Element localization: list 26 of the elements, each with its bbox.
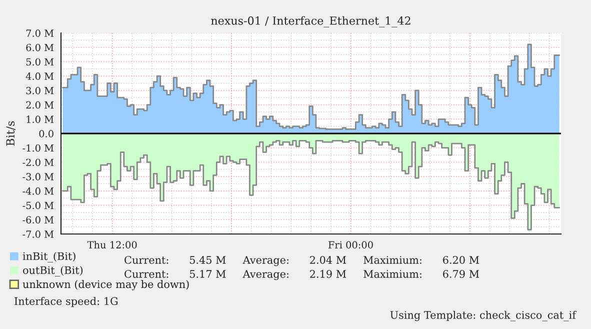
legend-label: unknown (device may be down) [22,280,189,290]
y-tick-label: -6.0 M [22,216,54,224]
legend-label: inBit_(Bit) [22,252,76,262]
y-tick-label: -7.0 M [22,230,54,238]
y-axis-title: Bit/s [6,121,16,146]
y-tick-label: -4.0 M [22,187,54,195]
x-tick-label: Thu 12:00 [87,240,137,248]
y-tick-label: 5.0 M [26,58,54,66]
chart-title: nexus-01 / Interface_Ethernet_1_42 [211,16,410,28]
y-tick-label: -5.0 M [22,202,54,210]
y-tick-label: 2.0 M [26,101,54,109]
text: Interface speed: 1G [14,296,118,308]
legend-label: outBit_(Bit) [23,266,83,276]
y-tick-label: -1.0 M [22,144,54,152]
y-tick-label: 7.0 M [26,29,54,37]
y-tick-label: 3.0 M [26,86,54,94]
y-tick-label: 4.0 M [26,72,54,80]
y-tick-label: 6.0 M [26,44,54,52]
text: Current: 5.17 M Average: 2.19 M Maximium: 6.79 M [124,270,479,280]
y-tick-label: 1.0 M [26,116,54,123]
text: Using Template: check_cisco_cat_if [390,310,577,322]
text: Current: 5.45 M Average: 2.04 M Maximium: 6.20 M [124,256,479,266]
y-tick-label: -3.0 M [22,173,54,180]
y-tick-label: -2.0 M [22,158,54,166]
x-tick-label: Fri 00:00 [328,241,373,248]
y-tick-label: 0.0 [39,130,54,138]
